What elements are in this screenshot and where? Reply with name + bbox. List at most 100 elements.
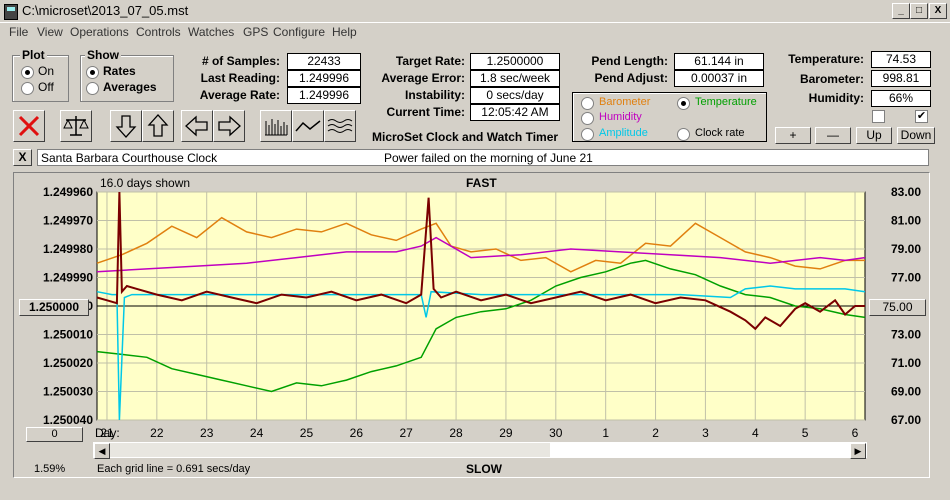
menu-configure[interactable]: Configure	[273, 25, 326, 39]
menu-controls[interactable]: Controls	[136, 25, 181, 39]
pend-adjust-label: Pend Adjust:	[594, 71, 668, 85]
minimize-button[interactable]: _	[892, 3, 910, 19]
x-tick: 30	[549, 426, 563, 440]
menu-operations[interactable]: Operations	[70, 25, 129, 39]
close-button[interactable]: X	[929, 3, 947, 19]
up-button[interactable]: Up	[856, 127, 892, 144]
amplitude-option: Amplitude	[599, 127, 648, 139]
x-tick: 24	[250, 426, 264, 440]
red-x-icon	[18, 115, 40, 137]
x-tick: 22	[150, 426, 164, 440]
barometer-radio[interactable]	[581, 97, 594, 110]
scroll-up-button[interactable]	[142, 110, 174, 142]
grid-note: Each grid line = 0.691 secs/day	[97, 463, 251, 475]
y-right-tick: 73.00	[891, 328, 921, 342]
plot-off-radio[interactable]	[21, 82, 34, 95]
scroll-left-arrow[interactable]: ◀	[94, 443, 110, 459]
balance-scale-icon	[63, 116, 89, 136]
current-time-field: 12:05:42 AM	[470, 104, 560, 121]
arrow-down-icon	[115, 115, 137, 138]
x-tick: 21	[100, 426, 114, 440]
horizontal-scrollbar[interactable]: ◀ ▶	[93, 442, 867, 459]
plot-on-radio[interactable]	[21, 66, 34, 79]
humidity-field: 66%	[871, 90, 931, 107]
zoom-x-button[interactable]	[260, 110, 292, 142]
balance-button[interactable]	[60, 110, 92, 142]
multi-wave-icon	[327, 119, 353, 133]
show-averages-radio[interactable]	[86, 82, 99, 95]
show-rates-radio[interactable]	[86, 66, 99, 79]
scroll-left-button[interactable]	[181, 110, 213, 142]
noise-button[interactable]	[324, 110, 356, 142]
barometer-option: Barometer	[599, 96, 651, 108]
x-tick: 6	[852, 426, 859, 440]
notes-bar[interactable]: Santa Barbara Courthouse Clock Power fai…	[37, 149, 929, 166]
maximize-button[interactable]: □	[910, 3, 928, 19]
humidity-radio[interactable]	[581, 112, 594, 125]
temperature-label: Temperature:	[788, 52, 864, 66]
minus-button[interactable]: —	[815, 127, 851, 144]
plus-button[interactable]: +	[775, 127, 811, 144]
clockrate-radio[interactable]	[677, 128, 690, 141]
note-text: Power failed on the morning of June 21	[384, 151, 593, 165]
target-rate-field[interactable]: 1.2500000	[470, 53, 560, 70]
x-tick: 29	[499, 426, 513, 440]
title-bar: C:\microset\2013_07_05.mst _ □ X	[0, 0, 950, 23]
menu-file[interactable]: File	[9, 25, 29, 39]
current-time-label: Current Time:	[386, 105, 465, 119]
average-error-field: 1.8 sec/week	[470, 70, 560, 87]
instability-field: 0 secs/day	[470, 87, 560, 104]
y-left-tick: 1.249970	[43, 214, 93, 228]
chart-bottom-label: SLOW	[466, 462, 502, 476]
clear-button[interactable]	[13, 110, 45, 142]
scroll-thumb[interactable]	[550, 443, 852, 457]
amplitude-radio[interactable]	[581, 128, 594, 141]
chart-top-label: FAST	[466, 176, 497, 190]
right-center-button[interactable]: 75.00	[869, 299, 926, 316]
y-right-tick: 81.00	[891, 214, 921, 228]
y-left-tick: 1.249990	[43, 271, 93, 285]
show-group-title: Show	[85, 48, 121, 62]
x-tick: 23	[200, 426, 214, 440]
pend-adjust-field[interactable]: 0.00037 in	[674, 70, 764, 87]
show-group: Show Rates Averages	[80, 48, 174, 102]
x-tick: 28	[449, 426, 463, 440]
show-rates-label: Rates	[103, 64, 136, 78]
menu-watches[interactable]: Watches	[188, 25, 235, 39]
left-center-button[interactable]: 1.250000	[19, 299, 89, 316]
notes-close-button[interactable]: X	[13, 149, 32, 166]
pend-length-label: Pend Length:	[591, 54, 668, 68]
y-right-tick: 77.00	[891, 271, 921, 285]
scroll-right-button[interactable]	[213, 110, 245, 142]
y-left-tick: 1.249980	[43, 242, 93, 256]
menu-bar: File View Operations Controls Watches GP…	[0, 23, 950, 41]
scroll-down-button[interactable]	[110, 110, 142, 142]
plot-off-label: Off	[38, 80, 54, 94]
barometer-field: 998.81	[871, 70, 931, 87]
right-checkbox[interactable]: ✔	[915, 110, 928, 123]
zero-button[interactable]: 0	[26, 427, 83, 442]
temperature-radio[interactable]	[677, 97, 690, 110]
menu-view[interactable]: View	[37, 25, 63, 39]
temperature-option: Temperature	[695, 96, 757, 108]
y-left-tick: 1.249960	[43, 185, 93, 199]
menu-gps[interactable]: GPS	[243, 25, 269, 39]
humidity-option: Humidity	[599, 111, 642, 123]
y-left-tick: 1.250040	[43, 413, 93, 427]
wave-icon	[295, 120, 321, 132]
arrow-right-icon	[218, 115, 241, 137]
x-tick: 26	[350, 426, 364, 440]
average-rate-label: Average Rate:	[199, 88, 280, 102]
humidity-label: Humidity:	[808, 91, 864, 105]
rate-chart[interactable]: 1.249960 83.00 1.249970 81.00 1.249980 79.00 1…	[14, 173, 929, 477]
left-checkbox[interactable]	[872, 110, 885, 123]
menu-help[interactable]: Help	[332, 25, 357, 39]
app-icon	[4, 4, 18, 20]
day-axis-label: Day:	[95, 426, 120, 440]
plot-on-label: On	[38, 64, 55, 78]
x-tick: 3	[702, 426, 709, 440]
scroll-right-arrow[interactable]: ▶	[850, 443, 866, 459]
down-button[interactable]: Down	[897, 127, 935, 144]
smooth-button[interactable]	[292, 110, 324, 142]
pend-length-field[interactable]: 61.144 in	[674, 53, 764, 70]
